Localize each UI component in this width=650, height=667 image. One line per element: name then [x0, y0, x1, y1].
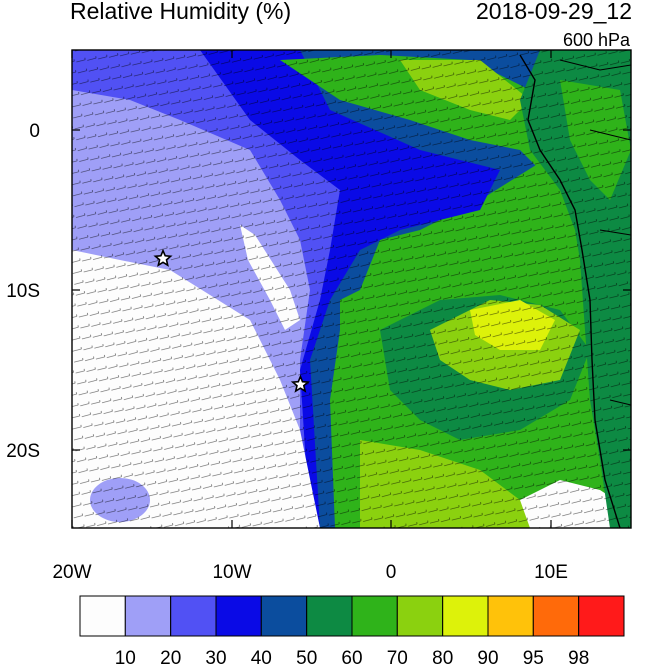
lat-axis-labels: 0 10S 20S — [6, 121, 40, 462]
chart-title: Relative Humidity (%) — [70, 0, 292, 24]
country-borders — [559, 59, 631, 406]
colorbar-swatch — [487, 595, 534, 637]
colorbar-label: 30 — [205, 648, 226, 667]
colorbar-label: 80 — [432, 648, 453, 667]
colorbar: 10 20 30 40 50 60 70 80 90 95 98 — [79, 595, 625, 667]
colorbar-label: 50 — [296, 648, 317, 667]
colorbar-label: 70 — [387, 648, 408, 667]
lat-label: 0 — [29, 121, 40, 142]
lat-label: 10S — [6, 281, 40, 302]
lon-label: 10E — [534, 562, 568, 583]
coastline — [519, 54, 621, 528]
colorbar-swatch — [306, 595, 353, 637]
station-markers — [153, 248, 310, 393]
lon-label: 10W — [212, 562, 251, 583]
colorbar-swatch — [351, 595, 398, 637]
pressure-level: 600 hPa — [562, 30, 630, 50]
lon-axis-labels: 20W 10W 0 10E — [52, 562, 567, 583]
colorbar-swatch — [532, 595, 580, 637]
colorbar-swatch — [124, 595, 172, 637]
lon-label: 20W — [52, 562, 91, 583]
colorbar-label: 90 — [477, 648, 498, 667]
colorbar-swatch — [170, 595, 217, 637]
colorbar-swatch — [260, 595, 308, 637]
valid-time: 2018-09-29_12 — [475, 0, 632, 24]
star-marker-1 — [153, 248, 173, 267]
colorbar-swatch — [578, 595, 625, 637]
lat-label: 20S — [6, 441, 40, 462]
lon-label: 0 — [386, 562, 397, 583]
plot-border — [71, 49, 632, 529]
star-marker-2 — [290, 374, 310, 393]
axis-ticks — [71, 50, 631, 528]
colorbar-label: 10 — [115, 648, 136, 667]
humidity-field — [72, 50, 631, 528]
colorbar-label: 20 — [160, 648, 181, 667]
colorbar-label: 95 — [523, 648, 544, 667]
colorbar-swatch — [442, 595, 489, 637]
colorbar-swatch — [79, 595, 126, 637]
colorbar-swatch — [215, 595, 262, 637]
colorbar-label: 60 — [341, 648, 362, 667]
colorbar-label: 98 — [568, 648, 589, 667]
colorbar-label: 40 — [251, 648, 272, 667]
colorbar-swatch — [396, 595, 444, 637]
